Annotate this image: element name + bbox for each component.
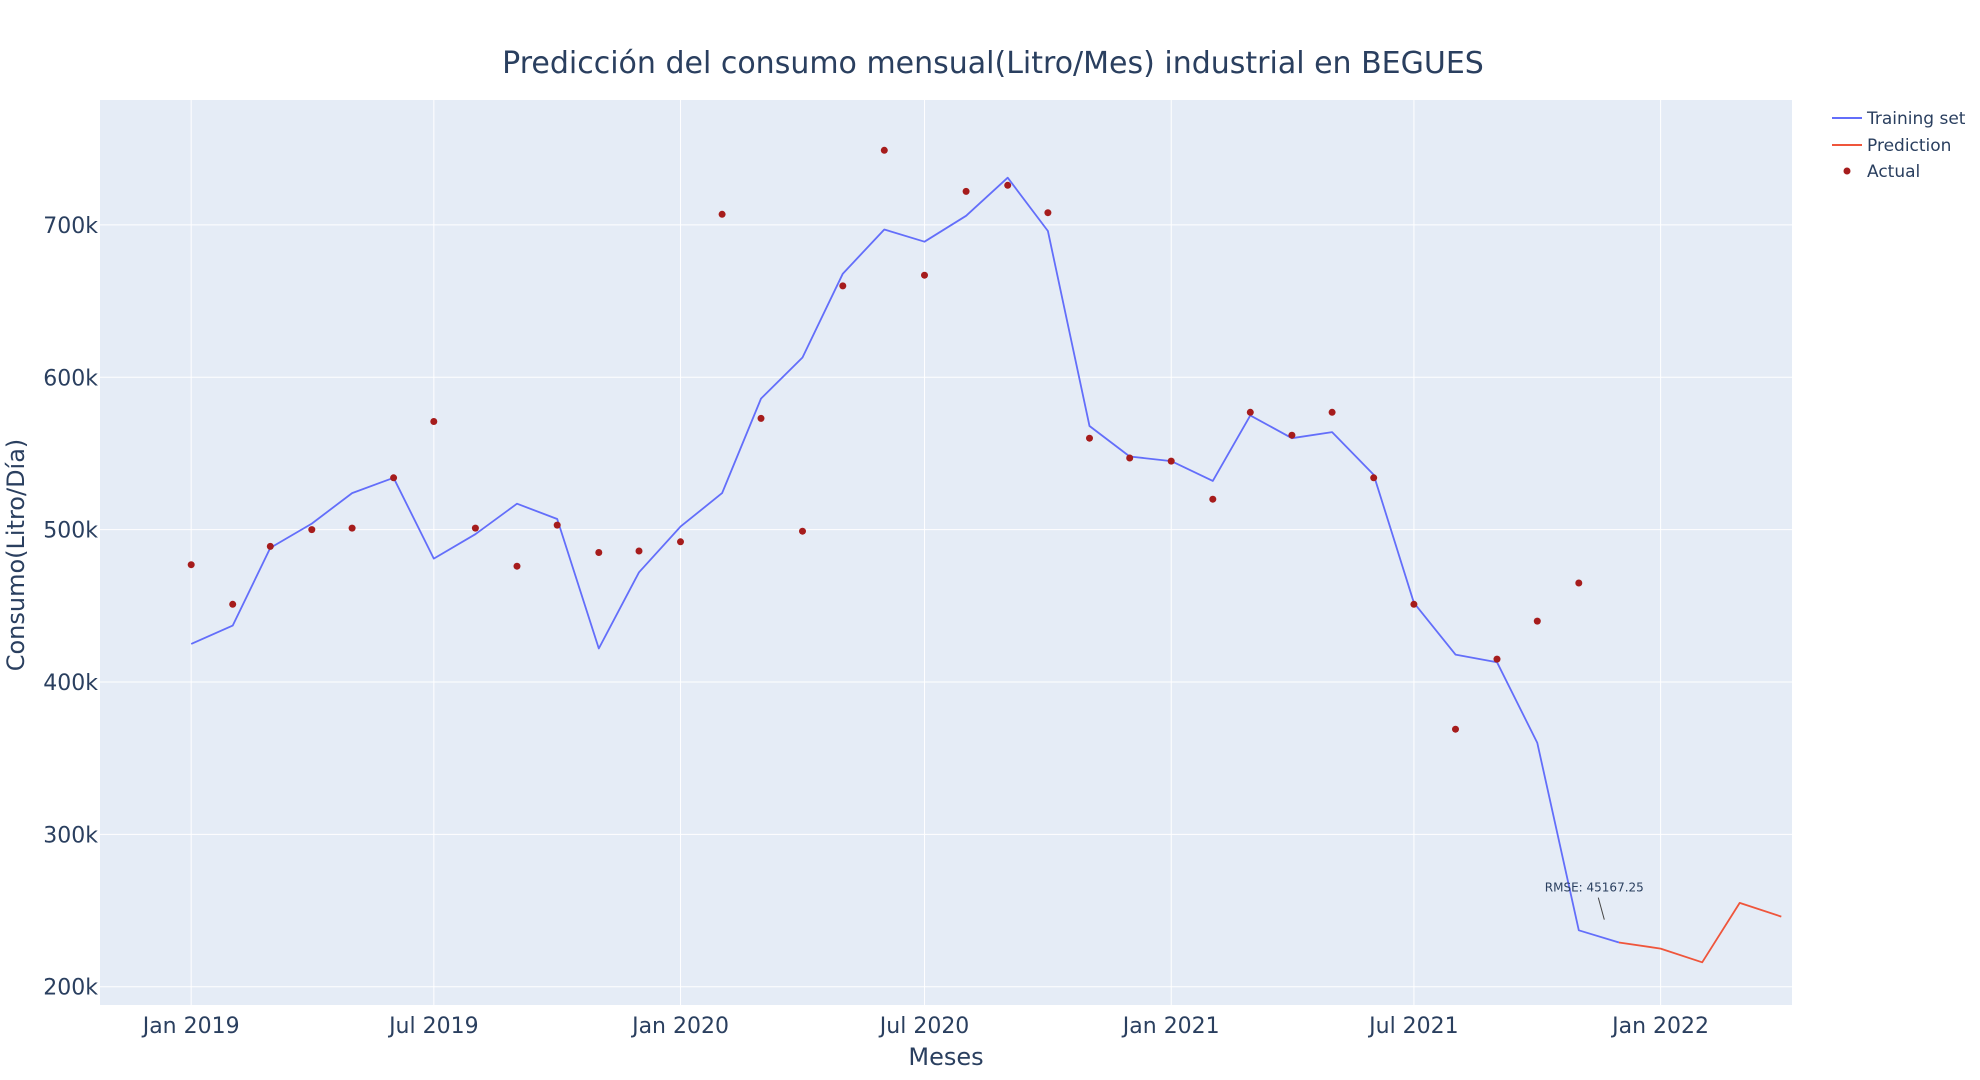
legend-label-prediction: Prediction: [1867, 136, 1951, 156]
actual-point: [513, 562, 521, 570]
actual-point: [1086, 434, 1093, 442]
rmse-annotation: RMSE: 45167.25: [1545, 881, 1644, 920]
x-tick-label: Jan 2021: [1121, 1014, 1220, 1039]
legend: Training set Prediction Actual: [1832, 109, 1966, 182]
legend-label-actual: Actual: [1867, 162, 1920, 182]
y-tick-label: 400k: [43, 671, 98, 696]
actual-point: [1288, 431, 1296, 439]
actual-point: [1004, 181, 1012, 189]
y-tick-labels: 200k 300k 400k 500k 600k 700k: [43, 214, 98, 1001]
x-tick-labels: Jan 2019 Jul 2019 Jan 2020 Jul 2020 Jan 2021…: [141, 1014, 1709, 1039]
x-tick-label: Jan 2020: [630, 1014, 729, 1039]
actual-point: [1452, 725, 1459, 733]
actual-point: [1246, 408, 1254, 416]
actual-point: [677, 538, 684, 546]
actual-point: [799, 527, 806, 535]
actual-point: [266, 542, 274, 550]
x-tick-label: Jan 2022: [1610, 1014, 1709, 1039]
x-tick-label: Jan 2019: [141, 1014, 240, 1039]
actual-point: [229, 600, 237, 608]
actual-point: [553, 521, 561, 529]
actual-point: [880, 146, 888, 154]
y-tick-label: 600k: [43, 366, 98, 391]
annotation-arrow: [1597, 897, 1605, 920]
actual-point: [308, 526, 316, 534]
actual-point: [1493, 655, 1501, 663]
prediction-line: [1618, 902, 1782, 964]
actual-point: [1370, 474, 1378, 482]
x-tick-label: Jul 2021: [1367, 1014, 1459, 1039]
actual-point: [187, 561, 195, 569]
actual-point: [348, 524, 356, 532]
actual-point: [921, 271, 928, 279]
actual-point: [1167, 457, 1175, 465]
actual-point: [757, 414, 765, 422]
actual-point: [430, 418, 438, 425]
y-tick-label: 300k: [43, 823, 98, 848]
actual-point: [1044, 209, 1052, 217]
actual-point: [1410, 600, 1418, 608]
actual-point: [471, 524, 479, 532]
grid-lines: [100, 100, 1792, 1005]
actual-point: [595, 549, 603, 556]
actual-point: [635, 547, 643, 555]
chart-title: Predicción del consumo mensual(Litro/Mes…: [502, 46, 1484, 81]
y-tick-label: 200k: [43, 976, 98, 1001]
x-tick-label: Jul 2019: [387, 1014, 479, 1039]
actual-point: [1533, 617, 1541, 625]
legend-item-prediction[interactable]: Prediction: [1832, 136, 1951, 156]
legend-item-training[interactable]: Training set: [1832, 109, 1966, 129]
x-tick-label: Jul 2020: [878, 1014, 970, 1039]
actual-point: [1209, 495, 1217, 503]
plot-area: [100, 100, 1792, 1005]
y-tick-label: 500k: [43, 519, 98, 544]
training-set-line: [190, 176, 1620, 944]
actual-point: [1328, 408, 1336, 416]
legend-item-actual[interactable]: Actual: [1843, 162, 1921, 182]
y-tick-label: 700k: [43, 214, 98, 239]
actual-point: [390, 474, 398, 482]
actual-point: [1575, 579, 1583, 587]
actual-points: [187, 146, 1583, 733]
x-axis-title: Meses: [908, 1043, 983, 1071]
actual-point: [1126, 454, 1134, 462]
annotation-text: RMSE: 45167.25: [1545, 881, 1644, 895]
series-lines: [190, 176, 1782, 964]
y-axis-title: Consumo(Litro/Día): [2, 439, 30, 672]
actual-point: [839, 282, 847, 290]
actual-point: [718, 210, 726, 218]
legend-label-training: Training set: [1866, 109, 1966, 129]
legend-swatch-actual: [1843, 167, 1851, 175]
actual-point: [962, 187, 970, 195]
